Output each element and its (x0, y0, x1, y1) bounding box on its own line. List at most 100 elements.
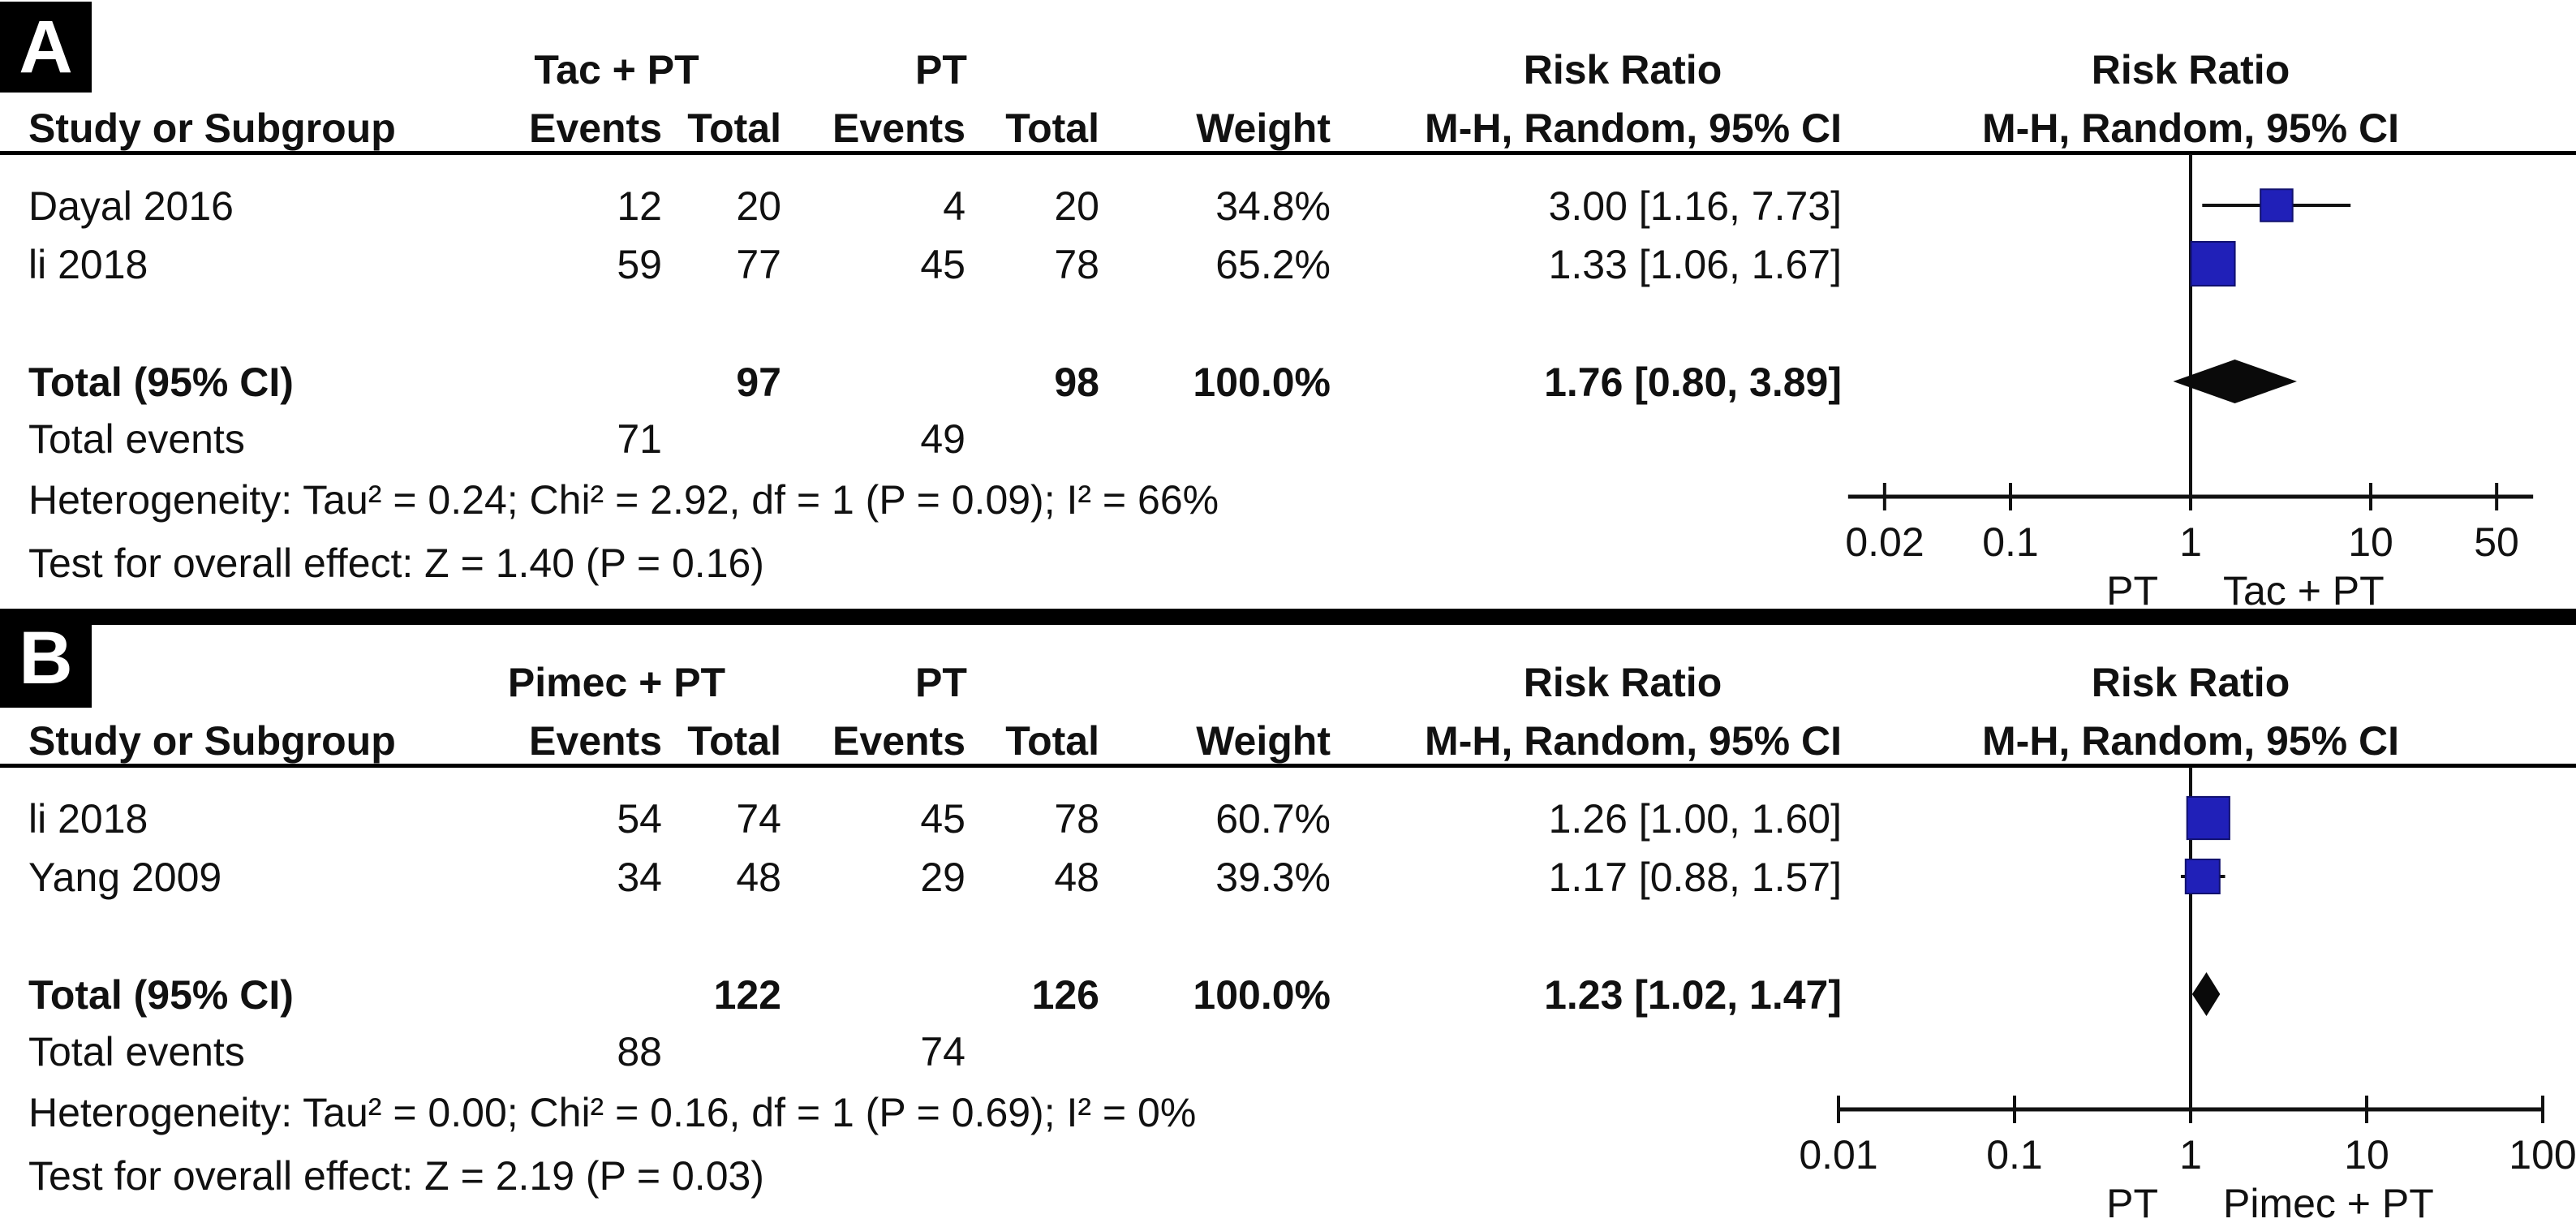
study-name: Dayal 2016 (28, 183, 234, 229)
pooled-effect-diamond (2173, 360, 2297, 403)
axis-tick-label: 0.02 (1845, 519, 1924, 565)
group2-header: PT (915, 660, 967, 705)
group1-header: Pimec + PT (507, 660, 726, 705)
method-header-right: M-H, Random, 95% CI (1982, 106, 2399, 151)
panel-b-label-box: B (0, 609, 92, 708)
total-events-n2: 74 (920, 1029, 965, 1074)
axis-tick-label: 10 (2344, 1132, 2389, 1178)
panel-a: A Tac + PT PT Risk Ratio Risk Ratio Stud… (0, 0, 2576, 614)
total-row-rr: 1.76 [0.80, 3.89] (1544, 360, 1842, 405)
study-events2: 45 (920, 796, 965, 842)
study-rr-ci: 1.33 [1.06, 1.67] (1548, 242, 1842, 287)
axis-tick-label: 1 (2179, 1132, 2202, 1178)
study-weight: 60.7% (1215, 796, 1331, 842)
pooled-effect-diamond (2191, 972, 2221, 1016)
study-weight-square (2190, 240, 2236, 287)
axis-tick-label: 50 (2474, 519, 2519, 565)
col-total2-header: Total (1005, 718, 1099, 764)
total-row-n2: 126 (1031, 972, 1099, 1018)
col-events2-header: Events (832, 106, 965, 151)
total-row-weight: 100.0% (1193, 360, 1331, 405)
risk-ratio-title-right: Risk Ratio (2091, 47, 2290, 93)
col-study-header: Study or Subgroup (28, 718, 396, 764)
method-header-right: M-H, Random, 95% CI (1982, 718, 2399, 764)
group1-header: Tac + PT (534, 47, 699, 93)
study-weight: 34.8% (1215, 183, 1331, 229)
col-total2-header: Total (1005, 106, 1099, 151)
study-name: li 2018 (28, 242, 148, 287)
study-events2: 29 (920, 855, 965, 900)
panel-a-label-box: A (0, 2, 92, 93)
total-row-label: Total (95% CI) (28, 972, 294, 1018)
study-rr-ci: 1.26 [1.00, 1.60] (1548, 796, 1842, 842)
heterogeneity-text: Heterogeneity: Tau² = 0.24; Chi² = 2.92,… (28, 477, 1219, 523)
total-events-n1: 88 (617, 1029, 662, 1074)
total-events-label: Total events (28, 1029, 245, 1074)
header-rule (0, 764, 2576, 768)
panel-b-label: B (19, 616, 73, 700)
study-rr-ci: 1.17 [0.88, 1.57] (1548, 855, 1842, 900)
total-row-label: Total (95% CI) (28, 360, 294, 405)
study-events2: 45 (920, 242, 965, 287)
total-row-n1: 97 (736, 360, 781, 405)
favours-right-label: Tac + PT (2223, 568, 2385, 614)
total-events-n2: 49 (920, 416, 965, 462)
study-weight: 39.3% (1215, 855, 1331, 900)
total-events-n1: 71 (617, 416, 662, 462)
method-header-left: M-H, Random, 95% CI (1425, 106, 1842, 151)
axis-tick-label: 10 (2348, 519, 2393, 565)
overall-effect-text: Test for overall effect: Z = 1.40 (P = 0… (28, 540, 764, 586)
study-weight: 65.2% (1215, 242, 1331, 287)
study-rr-ci: 3.00 [1.16, 7.73] (1548, 183, 1842, 229)
total-row-n2: 98 (1054, 360, 1099, 405)
col-events1-header: Events (529, 718, 662, 764)
axis-tick-label: 0.1 (1982, 519, 2039, 565)
study-total1: 77 (736, 242, 781, 287)
col-events2-header: Events (832, 718, 965, 764)
group2-header: PT (915, 47, 967, 93)
favours-right-label: Pimec + PT (2223, 1181, 2434, 1223)
study-events1: 34 (617, 855, 662, 900)
method-header-left: M-H, Random, 95% CI (1425, 718, 1842, 764)
col-weight-header: Weight (1196, 106, 1331, 151)
study-total1: 20 (736, 183, 781, 229)
study-weight-square (2186, 795, 2230, 841)
overall-effect-text: Test for overall effect: Z = 2.19 (P = 0… (28, 1153, 764, 1199)
risk-ratio-title-left: Risk Ratio (1523, 47, 1722, 93)
study-weight-square (2260, 188, 2294, 222)
col-total1-header: Total (687, 106, 781, 151)
study-events1: 54 (617, 796, 662, 842)
total-events-label: Total events (28, 416, 245, 462)
study-events2: 4 (943, 183, 965, 229)
study-events1: 59 (617, 242, 662, 287)
risk-ratio-title-left: Risk Ratio (1523, 660, 1722, 705)
axis-tick-label: 0.1 (1986, 1132, 2043, 1178)
col-weight-header: Weight (1196, 718, 1331, 764)
panel-divider-bar (0, 609, 2576, 625)
heterogeneity-text: Heterogeneity: Tau² = 0.00; Chi² = 0.16,… (28, 1090, 1197, 1135)
study-total1: 48 (736, 855, 781, 900)
axis-tick-label: 1 (2179, 519, 2202, 565)
study-name: Yang 2009 (28, 855, 222, 900)
favours-left-label: PT (2106, 568, 2158, 614)
study-weight-square (2184, 858, 2221, 895)
study-total2: 78 (1054, 796, 1099, 842)
col-events1-header: Events (529, 106, 662, 151)
favours-left-label: PT (2106, 1181, 2158, 1223)
total-row-weight: 100.0% (1193, 972, 1331, 1018)
panel-a-label: A (19, 5, 73, 88)
risk-ratio-title-right: Risk Ratio (2091, 660, 2290, 705)
study-total2: 78 (1054, 242, 1099, 287)
axis-tick-label: 100 (2509, 1132, 2576, 1178)
study-total1: 74 (736, 796, 781, 842)
col-study-header: Study or Subgroup (28, 106, 396, 151)
study-events1: 12 (617, 183, 662, 229)
total-row-n1: 122 (713, 972, 781, 1018)
study-name: li 2018 (28, 796, 148, 842)
panel-b: Pimec + PT PT Risk Ratio Risk Ratio Stud… (0, 613, 2576, 1223)
col-total1-header: Total (687, 718, 781, 764)
header-rule (0, 151, 2576, 155)
total-row-rr: 1.23 [1.02, 1.47] (1544, 972, 1842, 1018)
study-total2: 20 (1054, 183, 1099, 229)
